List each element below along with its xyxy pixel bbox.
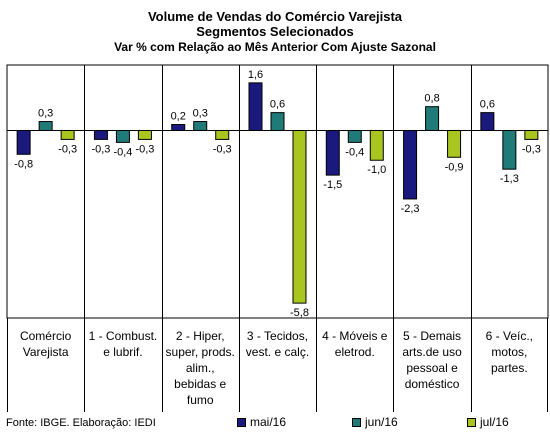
- chart-subtitle: Segmentos Selecionados: [196, 24, 354, 39]
- data-label: -0,3: [522, 143, 541, 155]
- bar-jun-16-1: [115, 129, 130, 143]
- category-label: 5 - Demais arts.de uso pessoal e domésti…: [402, 329, 462, 391]
- bar-jun-16-3: [270, 112, 285, 131]
- data-label: -0,3: [213, 143, 232, 155]
- plot-area: [6, 64, 549, 319]
- bar-jun-16-6: [502, 129, 517, 170]
- data-label: 0,2: [171, 111, 186, 123]
- data-label: 0,6: [270, 99, 285, 111]
- data-label: -1,0: [367, 164, 386, 176]
- bar-jul-16-1: [137, 129, 152, 140]
- data-label: 1,6: [248, 69, 263, 81]
- category-label: 4 - Móveis e eletrod.: [322, 329, 388, 359]
- legend-item: mai/16: [237, 415, 286, 429]
- data-label: -0,9: [445, 161, 464, 173]
- data-label: 0,8: [424, 93, 439, 105]
- category-label: Comércio Varejista: [19, 329, 72, 359]
- bar-jul-16-3: [292, 129, 307, 304]
- bar-jun-16-5: [425, 106, 440, 131]
- data-label: -0,3: [91, 143, 110, 155]
- bar-jul-16-2: [215, 129, 230, 140]
- legend-label: jul/16: [480, 415, 509, 429]
- source-note: Fonte: IBGE. Elaboração: IEDI: [6, 417, 156, 429]
- chart-subtitle-2: Var % com Relação ao Mês Anterior Com Aj…: [114, 40, 436, 54]
- category-label: 1 - Combust. e lubrif.: [88, 329, 158, 359]
- bar-mai-16-1: [93, 129, 108, 140]
- legend-swatch: [467, 417, 476, 427]
- data-label: -1,5: [323, 179, 342, 191]
- bar-jun-16-4: [347, 129, 362, 143]
- data-label: 0,6: [480, 99, 495, 111]
- data-label: -5,8: [290, 307, 309, 319]
- bar-jul-16-5: [447, 129, 462, 158]
- data-label: -0,4: [113, 146, 132, 158]
- bar-jul-16-6: [524, 129, 539, 140]
- legend-item: jun/16: [352, 415, 398, 429]
- category-label: 3 - Tecidos, vest. e calç.: [245, 329, 310, 359]
- bar-jul-16-4: [369, 129, 384, 161]
- legend-swatch: [352, 417, 361, 427]
- data-label: -0,3: [135, 143, 154, 155]
- data-label: -0,8: [14, 158, 33, 170]
- legend-label: mai/16: [250, 415, 287, 429]
- data-label: -0,4: [345, 146, 364, 158]
- category-label: 6 - Veíc., motos, partes.: [485, 329, 534, 375]
- data-label: -2,3: [401, 203, 420, 215]
- bar-mai-16-4: [325, 129, 340, 176]
- category-label: 2 - Hiper, super, prods. alim., bebidas …: [165, 329, 235, 407]
- bar-mai-16-6: [480, 112, 495, 131]
- bar-mai-16-5: [403, 129, 418, 200]
- data-label: 0,3: [193, 108, 208, 120]
- legend-label: jun/16: [365, 415, 398, 429]
- legend-swatch: [237, 417, 246, 427]
- legend-item: jul/16: [467, 415, 509, 429]
- data-label: -0,3: [58, 143, 77, 155]
- data-label: 0,3: [38, 108, 53, 120]
- bar-mai-16-0: [16, 129, 31, 155]
- chart-title: Volume de Vendas do Comércio Varejista: [147, 9, 403, 24]
- bar-jun-16-0: [38, 121, 53, 131]
- bar-jun-16-2: [193, 121, 208, 131]
- bar-mai-16-3: [248, 82, 263, 131]
- bar-mai-16-2: [171, 124, 186, 131]
- data-label: -1,3: [500, 173, 519, 185]
- bar-jul-16-0: [60, 129, 75, 140]
